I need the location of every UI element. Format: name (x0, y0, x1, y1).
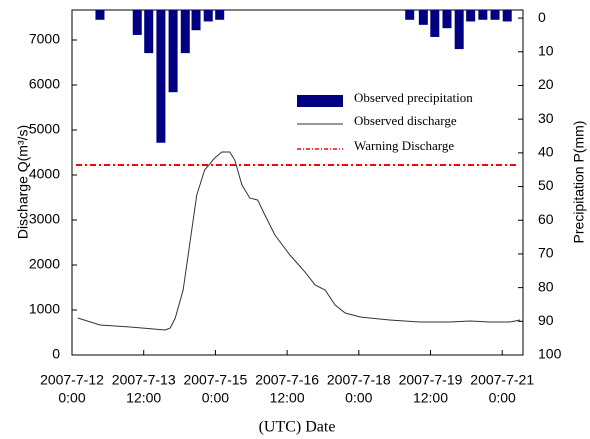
precipitation-bar (95, 10, 105, 20)
precipitation-bar (442, 10, 452, 29)
x-tick-label: 2007-7-12 (40, 372, 104, 388)
x-tick-label: 0:00 (202, 390, 229, 406)
y-axis-title: Discharge Q(m³/s) (15, 125, 31, 239)
legend-label: Warning Discharge (354, 138, 454, 153)
precipitation-bar (418, 10, 428, 25)
x-tick-label: 0:00 (489, 390, 516, 406)
precipitation-bar (454, 10, 464, 50)
precipitation-bar (156, 10, 166, 143)
y2-axis-title: Precipitation P(mm) (571, 121, 587, 244)
x-tick-label: 2007-7-18 (327, 372, 391, 388)
y2-tick-label: 40 (538, 144, 554, 160)
precipitation-bar (430, 10, 440, 37)
precipitation-bar (203, 10, 213, 22)
precipitation-bar (132, 10, 142, 35)
x-tick-label: 12:00 (270, 390, 305, 406)
y2-tick-label: 0 (538, 9, 546, 25)
y-tick-label: 6000 (29, 76, 60, 92)
precipitation-bar (478, 10, 488, 20)
y-tick-label: 0 (52, 346, 60, 362)
discharge-line (77, 151, 521, 331)
y-tick-label: 5000 (29, 121, 60, 137)
y2-tick-label: 60 (538, 211, 554, 227)
x-tick-label: 12:00 (413, 390, 448, 406)
x-axis-title: (UTC) Date (259, 419, 336, 436)
precipitation-bar (191, 10, 201, 31)
precipitation-bar (490, 10, 500, 20)
y2-tick-label: 100 (538, 346, 562, 362)
x-tick-label: 0:00 (58, 390, 85, 406)
y-tick-label: 2000 (29, 256, 60, 272)
x-tick-label: 2007-7-19 (399, 372, 463, 388)
x-tick-label: 2007-7-15 (183, 372, 247, 388)
x-tick-label: 0:00 (345, 390, 372, 406)
precipitation-bar (215, 10, 225, 20)
plot-frame (71, 9, 524, 356)
y-tick-label: 4000 (29, 166, 60, 182)
legend-label: Observed discharge (354, 113, 457, 128)
y2-tick-label: 20 (538, 76, 554, 92)
precipitation-bar (405, 10, 415, 20)
precipitation-bar (466, 10, 476, 22)
y2-tick-label: 80 (538, 278, 554, 294)
precipitation-bar (502, 10, 512, 22)
precipitation-bar (168, 10, 178, 93)
x-tick-label: 2007-7-16 (255, 372, 319, 388)
y2-tick-label: 30 (538, 110, 554, 126)
x-tick-label: 2007-7-13 (112, 372, 176, 388)
y2-tick-label: 10 (538, 42, 554, 58)
y2-tick-label: 90 (538, 312, 554, 328)
y-tick-label: 1000 (29, 301, 60, 317)
legend-label: Observed precipitation (354, 90, 473, 105)
y2-tick-label: 50 (538, 177, 554, 193)
y-tick-label: 7000 (29, 31, 60, 47)
precipitation-bar (144, 10, 154, 54)
x-tick-label: 2007-7-21 (470, 372, 534, 388)
y2-tick-label: 70 (538, 245, 554, 261)
x-tick-label: 12:00 (126, 390, 161, 406)
precipitation-bar (180, 10, 190, 54)
legend-swatch (297, 95, 343, 107)
y-tick-label: 3000 (29, 211, 60, 227)
